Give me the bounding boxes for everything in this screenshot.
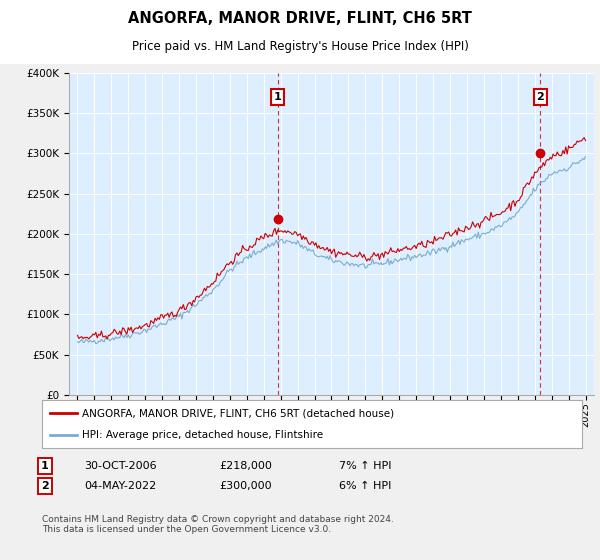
Text: ANGORFA, MANOR DRIVE, FLINT, CH6 5RT (detached house): ANGORFA, MANOR DRIVE, FLINT, CH6 5RT (de… bbox=[83, 408, 395, 418]
Text: 04-MAY-2022: 04-MAY-2022 bbox=[84, 481, 156, 491]
Text: HPI: Average price, detached house, Flintshire: HPI: Average price, detached house, Flin… bbox=[83, 430, 323, 440]
Text: 6% ↑ HPI: 6% ↑ HPI bbox=[339, 481, 391, 491]
Text: £300,000: £300,000 bbox=[219, 481, 272, 491]
Text: 1: 1 bbox=[41, 461, 49, 471]
Text: Price paid vs. HM Land Registry's House Price Index (HPI): Price paid vs. HM Land Registry's House … bbox=[131, 40, 469, 53]
Text: 2: 2 bbox=[536, 92, 544, 102]
Text: 2: 2 bbox=[41, 481, 49, 491]
Text: Contains HM Land Registry data © Crown copyright and database right 2024.
This d: Contains HM Land Registry data © Crown c… bbox=[42, 515, 394, 534]
Text: £218,000: £218,000 bbox=[219, 461, 272, 471]
Text: 7% ↑ HPI: 7% ↑ HPI bbox=[339, 461, 391, 471]
Text: 30-OCT-2006: 30-OCT-2006 bbox=[84, 461, 157, 471]
Text: ANGORFA, MANOR DRIVE, FLINT, CH6 5RT: ANGORFA, MANOR DRIVE, FLINT, CH6 5RT bbox=[128, 11, 472, 26]
Text: 1: 1 bbox=[274, 92, 281, 102]
